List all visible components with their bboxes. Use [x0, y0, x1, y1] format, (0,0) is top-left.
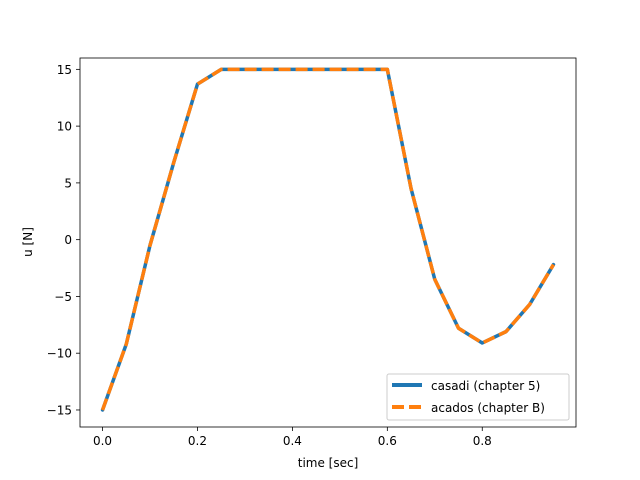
y-tick-label: 5 — [64, 176, 72, 190]
y-tick-label: −15 — [47, 403, 72, 417]
y-tick-label: 0 — [64, 233, 72, 247]
x-tick-label: 0.2 — [188, 434, 207, 448]
x-tick-label: 0.8 — [473, 434, 492, 448]
legend-label-acados: acados (chapter B) — [431, 401, 545, 415]
y-tick-label: −5 — [54, 290, 72, 304]
y-ticks: −15 −10 −5 0 5 10 15 — [47, 63, 80, 417]
series-line-acados — [100, 67, 555, 411]
plot-frame — [79, 57, 577, 428]
y-tick-label: 10 — [57, 120, 72, 134]
x-tick-label: 0.4 — [283, 434, 302, 448]
y-tick-label: −10 — [47, 347, 72, 361]
series-layer — [100, 67, 556, 412]
legend-box — [386, 373, 570, 421]
legend-label-casadi: casadi (chapter 5) — [431, 379, 540, 393]
legend: casadi (chapter 5) acados (chapter B) — [386, 373, 570, 421]
x-tick-label: 0.0 — [93, 434, 112, 448]
x-tick-label: 0.6 — [378, 434, 397, 448]
y-axis-label: u [N] — [21, 227, 35, 257]
y-tick-label: 15 — [57, 63, 72, 77]
x-ticks: 0.0 0.2 0.4 0.6 0.8 — [93, 427, 492, 448]
series-line-casadi — [100, 67, 556, 412]
x-axis-label: time [sec] — [298, 456, 359, 470]
